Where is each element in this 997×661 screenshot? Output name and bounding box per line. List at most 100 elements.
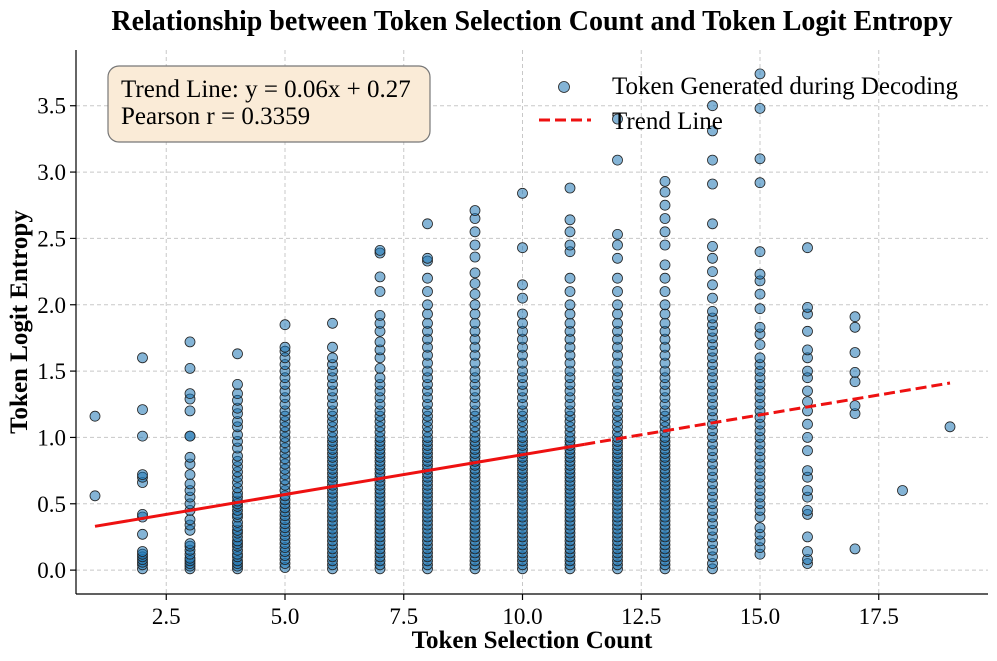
y-tick-label: 3.5 — [37, 94, 66, 119]
annotation-box: Trend Line: y = 0.06x + 0.27 Pearson r =… — [107, 65, 431, 143]
scatter-point — [612, 239, 623, 251]
scatter-point — [564, 272, 576, 284]
x-tick-label: 15.0 — [740, 604, 780, 629]
scatter-point — [754, 153, 766, 165]
scatter-point — [659, 317, 671, 329]
scatter-point — [422, 218, 433, 230]
scatter-point — [564, 226, 576, 238]
chart-title: Relationship between Token Selection Cou… — [111, 6, 952, 37]
scatter-point — [469, 205, 481, 216]
scatter-point — [849, 543, 861, 555]
scatter-point — [374, 372, 386, 384]
scatter-point — [279, 341, 291, 353]
x-tick-label: 2.5 — [152, 604, 181, 629]
scatter-point — [184, 405, 196, 417]
scatter-point — [707, 252, 718, 264]
scatter-point — [754, 268, 766, 280]
annotation-equation: Trend Line: y = 0.06x + 0.27 — [121, 76, 411, 103]
scatter-point — [849, 366, 861, 378]
scatter-point — [612, 299, 623, 311]
legend-label-trend: Trend Line — [612, 108, 723, 135]
scatter-point — [754, 103, 766, 114]
scatter-point — [469, 226, 481, 238]
scatter-point — [422, 272, 433, 284]
scatter-point — [137, 528, 148, 540]
y-tick-label: 2.5 — [37, 226, 66, 251]
scatter-point — [612, 113, 623, 125]
scatter-point — [184, 451, 196, 463]
x-axis-label: Token Selection Count — [412, 627, 653, 654]
scatter-point — [659, 308, 671, 320]
scatter-point — [802, 418, 813, 430]
scatter-point — [659, 286, 671, 297]
scatter-point — [137, 546, 148, 557]
scatter-point — [564, 317, 576, 329]
annotation-background — [107, 65, 431, 143]
scatter-point — [754, 522, 766, 534]
x-tick-label: 5.0 — [271, 604, 300, 629]
scatter-point — [707, 125, 718, 137]
scatter-point — [802, 531, 813, 543]
scatter-point — [612, 286, 623, 297]
scatter-point — [422, 252, 433, 264]
scatter-point — [517, 308, 528, 320]
scatter-point — [469, 317, 481, 329]
scatter-point — [564, 239, 576, 251]
scatter-point — [374, 271, 386, 283]
x-ticks: 2.5 5.0 7.5 10.0 12.5 15.0 17.5 — [152, 594, 899, 629]
scatter-point — [564, 214, 576, 226]
scatter-point — [137, 404, 148, 416]
scatter-point — [279, 319, 291, 331]
y-tick-label: 0.5 — [37, 492, 66, 517]
scatter-point — [707, 178, 718, 190]
scatter-point — [184, 538, 196, 549]
scatter-point — [374, 244, 386, 256]
scatter-point — [374, 309, 386, 321]
scatter-point — [659, 299, 671, 311]
scatter-point — [232, 348, 243, 360]
scatter-point — [422, 317, 433, 329]
x-tick-label: 17.5 — [859, 604, 899, 629]
trend-line-dashed — [584, 381, 951, 446]
scatter-point — [659, 226, 671, 238]
scatter-points — [89, 68, 956, 575]
scatter-point — [374, 286, 386, 297]
scatter-point — [802, 325, 813, 337]
scatter-point — [184, 514, 196, 526]
y-tick-label: 3.0 — [37, 160, 66, 185]
scatter-point — [707, 292, 718, 304]
scatter-point — [469, 288, 481, 300]
scatter-point — [802, 465, 813, 477]
scatter-point — [564, 182, 576, 194]
scatter-point — [517, 242, 528, 254]
y-tick-label: 1.5 — [37, 359, 66, 384]
scatter-point — [707, 279, 718, 291]
scatter-point — [469, 267, 481, 279]
scatter-point — [612, 317, 623, 329]
scatter-point — [469, 299, 481, 311]
scatter-point — [232, 378, 243, 390]
scatter-point — [802, 504, 813, 516]
scatter-point — [754, 352, 766, 364]
grid-layer — [76, 50, 988, 594]
scatter-point — [422, 286, 433, 297]
scatter-point — [802, 344, 813, 356]
annotation-pearson: Pearson r = 0.3359 — [121, 103, 310, 130]
scatter-point — [89, 490, 101, 502]
y-tick-label: 1.0 — [37, 425, 66, 450]
x-tick-label: 7.5 — [389, 604, 418, 629]
scatter-point — [327, 341, 338, 353]
scatter-point — [184, 478, 196, 490]
legend-label-points: Token Generated during Decoding — [612, 73, 959, 100]
scatter-point — [184, 336, 196, 348]
x-tick-label: 12.5 — [621, 604, 661, 629]
scatter-point — [707, 154, 718, 166]
scatter-point — [232, 388, 243, 400]
scatter-point — [707, 100, 718, 112]
scatter-point — [802, 485, 813, 496]
scatter-point — [564, 286, 576, 297]
scatter-point — [754, 68, 766, 80]
x-tick-label: 10.0 — [502, 604, 542, 629]
scatter-point — [517, 292, 528, 304]
scatter-point — [137, 469, 148, 481]
